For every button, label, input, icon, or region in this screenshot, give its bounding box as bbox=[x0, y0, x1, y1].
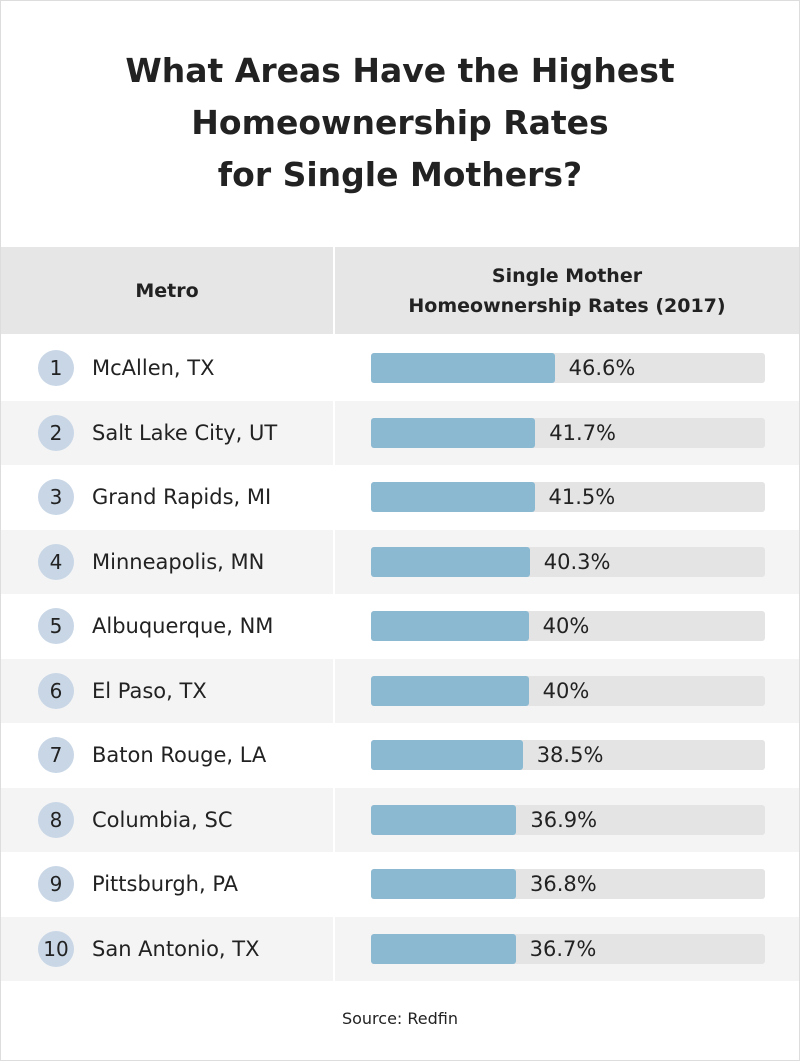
rate-cell: 38.5% bbox=[335, 723, 799, 787]
value-label: 36.8% bbox=[529, 872, 597, 896]
bar bbox=[371, 869, 516, 899]
table-row: 6 El Paso, TX 40% bbox=[1, 658, 799, 723]
metro-cell: 1 McAllen, TX bbox=[1, 336, 333, 400]
metro-name: Pittsburgh, PA bbox=[92, 872, 239, 896]
table-row: 5 Albuquerque, NM 40% bbox=[1, 594, 799, 658]
metro-cell: 5 Albuquerque, NM bbox=[1, 594, 333, 658]
rate-cell: 40% bbox=[335, 658, 799, 723]
table-row: 2 Salt Lake City, UT 41.7% bbox=[1, 400, 799, 465]
metro-cell: 7 Baton Rouge, LA bbox=[1, 723, 333, 787]
value-label: 36.9% bbox=[530, 807, 598, 832]
metro-name: Salt Lake City, UT bbox=[92, 420, 278, 445]
metro-name: El Paso, TX bbox=[92, 678, 207, 703]
metro-name: McAllen, TX bbox=[92, 356, 215, 380]
bar bbox=[371, 546, 530, 577]
rate-cell: 41.7% bbox=[335, 400, 799, 465]
source-note: Source: Redfin bbox=[341, 1009, 459, 1028]
rate-cell: 41.5% bbox=[335, 465, 799, 529]
bar bbox=[371, 353, 555, 383]
rate-cell: 36.8% bbox=[335, 852, 799, 916]
metro-cell: 4 Minneapolis, MN bbox=[1, 529, 333, 594]
rate-cell: 36.7% bbox=[335, 916, 799, 981]
value-label: 38.5% bbox=[536, 743, 604, 767]
rank-badge: 7 bbox=[38, 737, 74, 773]
header-text: Single Mother bbox=[491, 264, 643, 287]
rank-badge: 10 bbox=[38, 930, 74, 967]
bar bbox=[371, 740, 523, 770]
value-label: 41.5% bbox=[548, 485, 616, 509]
value-label: 40.3% bbox=[543, 549, 611, 574]
metro-name: Minneapolis, MN bbox=[92, 549, 265, 574]
column-header: Single Mother Homeownership Rates (2017) bbox=[335, 247, 799, 334]
chart-title: for Single Mothers? bbox=[217, 155, 583, 194]
column-header: Metro bbox=[1, 247, 333, 334]
header-text: Homeownership Rates (2017) bbox=[408, 294, 726, 317]
metro-name: Columbia, SC bbox=[92, 807, 233, 832]
table-row: 1 McAllen, TX 46.6% bbox=[1, 336, 799, 400]
bar bbox=[371, 933, 516, 964]
metro-cell: 9 Pittsburgh, PA bbox=[1, 852, 333, 916]
value-label: 36.7% bbox=[529, 936, 597, 961]
metro-cell: 6 El Paso, TX bbox=[1, 658, 333, 723]
rate-cell: 46.6% bbox=[335, 336, 799, 400]
rank-badge: 5 bbox=[38, 608, 74, 644]
rank-badge: 3 bbox=[38, 479, 74, 515]
bar bbox=[371, 417, 536, 448]
value-label: 46.6% bbox=[568, 356, 636, 380]
table-row: 9 Pittsburgh, PA 36.8% bbox=[1, 852, 799, 916]
metro-name: Grand Rapids, MI bbox=[92, 485, 272, 509]
bar bbox=[371, 482, 535, 512]
rank-badge: 6 bbox=[38, 672, 74, 709]
rate-cell: 40% bbox=[335, 594, 799, 658]
table-row: 7 Baton Rouge, LA 38.5% bbox=[1, 723, 799, 787]
bar bbox=[371, 804, 517, 835]
rank-badge: 4 bbox=[38, 543, 74, 580]
bar bbox=[371, 675, 529, 706]
rank-badge: 8 bbox=[38, 801, 74, 838]
rank-badge: 2 bbox=[38, 414, 74, 451]
table-row: 10 San Antonio, TX 36.7% bbox=[1, 916, 799, 981]
value-label: 41.7% bbox=[549, 420, 617, 445]
rank-badge: 1 bbox=[38, 350, 74, 386]
metro-cell: 3 Grand Rapids, MI bbox=[1, 465, 333, 529]
chart-title: Homeownership Rates bbox=[191, 103, 609, 142]
metro-name: Albuquerque, NM bbox=[92, 614, 274, 638]
value-label: 40% bbox=[542, 678, 590, 703]
table-row: 4 Minneapolis, MN 40.3% bbox=[1, 529, 799, 594]
metro-cell: 10 San Antonio, TX bbox=[1, 916, 333, 981]
bar bbox=[371, 611, 529, 641]
table-row: 3 Grand Rapids, MI 41.5% bbox=[1, 465, 799, 529]
rank-badge: 9 bbox=[38, 866, 74, 902]
metro-name: Baton Rouge, LA bbox=[92, 743, 267, 767]
table-row: 8 Columbia, SC 36.9% bbox=[1, 787, 799, 852]
header-text: Metro bbox=[135, 279, 199, 302]
rate-cell: 36.9% bbox=[335, 787, 799, 852]
metro-cell: 8 Columbia, SC bbox=[1, 787, 333, 852]
metro-name: San Antonio, TX bbox=[92, 936, 260, 961]
rate-cell: 40.3% bbox=[335, 529, 799, 594]
chart-title: What Areas Have the Highest bbox=[125, 51, 675, 90]
metro-cell: 2 Salt Lake City, UT bbox=[1, 400, 333, 465]
value-label: 40% bbox=[542, 614, 590, 638]
